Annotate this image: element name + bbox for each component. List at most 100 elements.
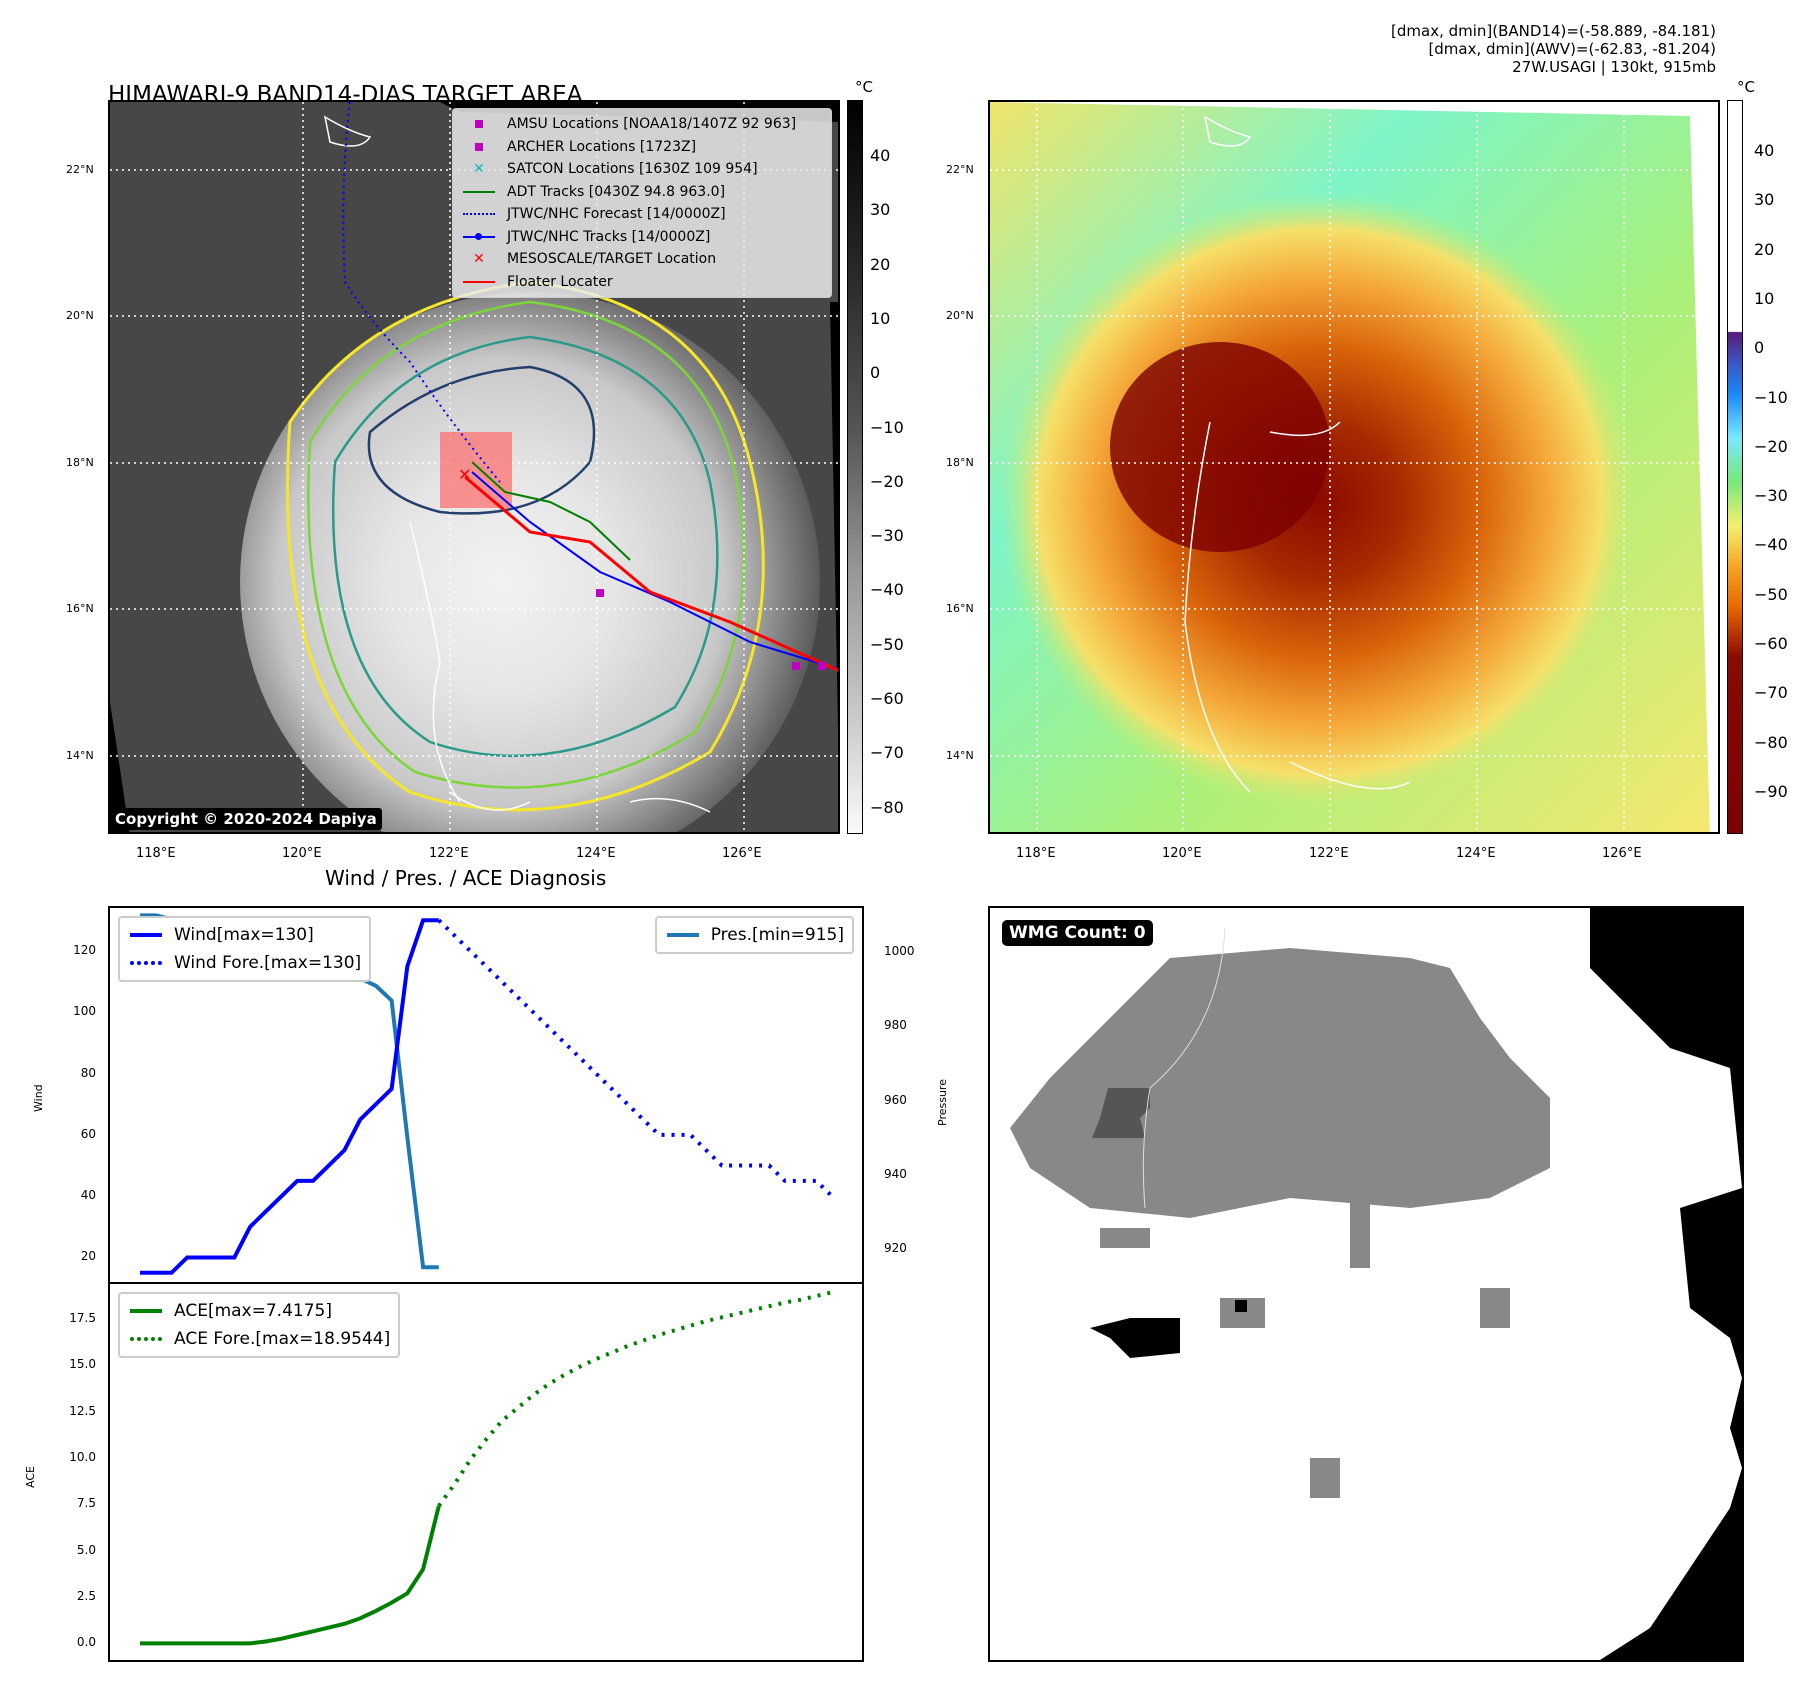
colorbar-tick: 10 <box>1754 288 1775 308</box>
floater-locater-track <box>464 475 838 672</box>
series-line-ace <box>140 1505 441 1646</box>
legend-item-jtwc-tracks: JTWC/NHC Tracks [14/0000Z] <box>461 226 823 249</box>
x-marker-icon: ✕ <box>473 161 485 177</box>
lat-tick: 22°N <box>946 163 974 176</box>
y-tick-label: 980 <box>884 1018 907 1033</box>
grayscale-colorbar <box>847 100 863 834</box>
colorbar-tick: 0 <box>870 363 881 383</box>
colorbar-tick: −10 <box>870 417 904 437</box>
colorbar-tick: 20 <box>1754 239 1775 259</box>
lon-tick: 126°E <box>722 846 762 861</box>
gridlines <box>990 102 1718 832</box>
y-tick-label: 1000 <box>884 944 915 959</box>
line-icon <box>461 186 497 198</box>
y-tick-label: 100 <box>73 1004 96 1019</box>
wmg-panel: WMG Count: 0 <box>988 906 1744 1662</box>
colorbar-tick: −80 <box>870 797 904 817</box>
title-line-1: HIMAWARI-9 BAND14-DIAS TARGET AREA <box>108 82 583 108</box>
colorbar-tick: 40 <box>1754 141 1775 160</box>
line-icon <box>665 929 701 941</box>
adt-track <box>471 461 631 561</box>
lat-tick: 14°N <box>66 749 94 762</box>
wmg-canvas <box>1010 908 1742 1660</box>
y-tick-label: 40 <box>80 1188 96 1203</box>
legend-item-pressure: Pres.[min=915] <box>665 921 844 949</box>
legend-item-adt: ADT Tracks [0430Z 94.8 963.0] <box>461 181 823 204</box>
line-icon <box>461 276 497 288</box>
diagnostic-info: [dmax, dmin](BAND14)=(-58.889, -84.181) … <box>1391 22 1716 76</box>
lon-tick: 118°E <box>136 846 176 861</box>
colorbar-tick: 40 <box>870 146 891 165</box>
archer-marker <box>596 589 604 597</box>
lon-tick: 124°E <box>1456 846 1496 861</box>
y-tick-label: 120 <box>73 942 96 957</box>
amsu-marker <box>818 662 826 670</box>
square-marker-icon <box>461 141 497 153</box>
contour-navy <box>367 365 596 515</box>
legend-item-satcon: ✕ SATCON Locations [1630Z 109 954] <box>461 158 823 181</box>
storm-core <box>1000 192 1640 812</box>
pressure-legend: Pres.[min=915] <box>654 916 854 954</box>
y-tick-label: 920 <box>884 1240 907 1255</box>
jtwc-track <box>471 471 838 670</box>
contour-teal <box>331 335 719 758</box>
colorbar-tick: −20 <box>1754 436 1788 456</box>
y-tick-label: 2.5 <box>76 1589 96 1604</box>
lat-tick: 16°N <box>66 602 94 615</box>
colorbar-tick: −60 <box>1754 634 1788 653</box>
colorbar-tick: −70 <box>870 743 904 763</box>
colorbar-tick: −90 <box>1754 781 1788 801</box>
lon-tick: 118°E <box>1016 846 1056 861</box>
ace-axis-label: ACE <box>24 1466 37 1488</box>
y-tick-label: 960 <box>884 1092 907 1107</box>
legend-item-jtwc-forecast: JTWC/NHC Forecast [14/0000Z] <box>461 203 823 226</box>
legend-item-archer: ARCHER Locations [1723Z] <box>461 136 823 159</box>
y-tick-label: 10.0 <box>69 1450 96 1465</box>
series-line-wind-fore- <box>437 918 834 1198</box>
colorbar-tick: −10 <box>1754 387 1788 407</box>
series-line-ace-fore- <box>437 1290 833 1508</box>
legend-item-ace-forecast: ACE Fore.[max=18.9544] <box>128 1325 390 1353</box>
coastline <box>1184 115 1411 793</box>
wmg-black-region <box>1590 908 1742 1660</box>
dotted-line-icon <box>128 957 164 969</box>
coastline <box>323 115 711 813</box>
target-marker: ✕ <box>458 465 471 484</box>
x-marker-icon: ✕ <box>473 251 485 267</box>
colorbar-tick: −20 <box>870 471 904 491</box>
lon-tick: 122°E <box>429 846 469 861</box>
colorbar-tick: −80 <box>1754 732 1788 752</box>
copyright-badge: Copyright © 2020-2024 Dapiya <box>110 808 382 830</box>
lon-tick: 126°E <box>1602 846 1642 861</box>
pressure-axis-label: Pressure <box>936 1079 949 1126</box>
colorbar-tick: −40 <box>870 580 904 600</box>
awv-colorbar <box>1727 100 1743 834</box>
chart-title: Wind / Pres. / ACE Diagnosis <box>325 866 607 890</box>
y-tick-label: 60 <box>80 1126 96 1141</box>
y-tick-label: 20 <box>80 1249 96 1264</box>
wmg-gray-region <box>1010 948 1550 1218</box>
colorbar-tick: −50 <box>1754 584 1788 604</box>
amsu-marker <box>792 662 800 670</box>
info-line-3: 27W.USAGI | 130kt, 915mb <box>1512 58 1716 76</box>
awv-color-map <box>988 100 1720 834</box>
ir-band14-map: ✕ AMSU Locations [NOAA18/1407Z 92 963] A… <box>108 100 840 834</box>
colorbar-tick: 30 <box>1754 190 1775 210</box>
wmg-count-badge: WMG Count: 0 <box>1002 920 1153 946</box>
legend-item-floater: Floater Locater <box>461 271 823 294</box>
wmg-dark-region <box>1092 1088 1150 1138</box>
colorbar-tick: −70 <box>1754 683 1788 703</box>
dotted-line-icon <box>128 1333 164 1345</box>
legend-item-wind-forecast: Wind Fore.[max=130] <box>128 949 361 977</box>
y-tick-label: 15.0 <box>69 1357 96 1372</box>
lat-tick: 16°N <box>946 602 974 615</box>
line-icon <box>128 929 164 941</box>
lon-tick: 120°E <box>282 846 322 861</box>
colorbar-unit: °C <box>855 78 873 96</box>
legend-item-target: ✕ MESOSCALE/TARGET Location <box>461 248 823 271</box>
line-dot-icon <box>461 231 497 243</box>
colorbar-unit: °C <box>1737 78 1755 96</box>
y-tick-label: 12.5 <box>69 1403 96 1418</box>
info-line-1: [dmax, dmin](BAND14)=(-58.889, -84.181) <box>1391 22 1716 40</box>
lat-tick: 20°N <box>66 309 94 322</box>
